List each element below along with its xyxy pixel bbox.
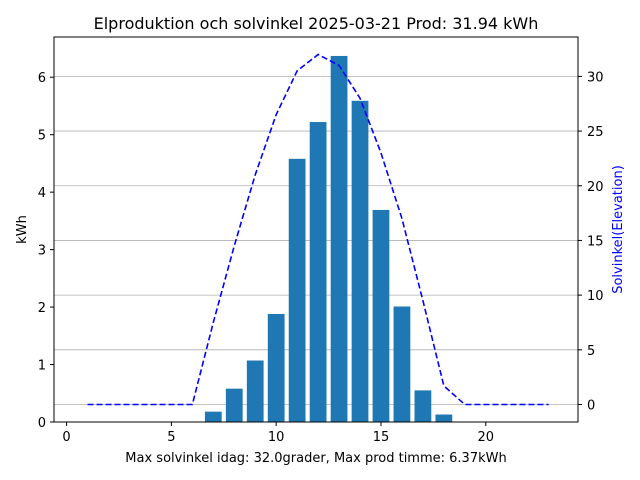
y-tick-label: 6 — [38, 71, 46, 86]
plot-frame — [53, 36, 579, 423]
elevation-line — [87, 53, 549, 406]
bar — [246, 360, 264, 422]
x-axis: 0 5 10 15 20 — [62, 422, 494, 445]
y2-tick-label: 30 — [587, 70, 604, 85]
x-tick-label: 15 — [373, 430, 390, 445]
y2-tick-label: 0 — [587, 399, 595, 414]
bar — [414, 390, 432, 422]
y2-tick-label: 20 — [587, 180, 604, 195]
line-series — [87, 53, 549, 406]
x-tick-label: 0 — [62, 430, 70, 445]
y-axis-right: 0 5 10 15 20 25 30 — [578, 70, 604, 414]
y2-tick-label: 25 — [587, 125, 604, 140]
bar — [288, 158, 306, 422]
y2-tick-label: 5 — [587, 344, 595, 359]
y-tick-label: 4 — [38, 186, 46, 201]
y-axis-left: 0 1 2 3 4 5 6 — [38, 71, 54, 431]
bar — [204, 411, 222, 422]
y-tick-label: 0 — [38, 416, 46, 431]
y2-axis-label: Solvinkel(Elevation) — [611, 165, 626, 294]
y2-tick-label: 10 — [587, 289, 604, 304]
x-tick-label: 5 — [167, 430, 175, 445]
y-tick-label: 3 — [38, 244, 46, 259]
bar-series — [204, 55, 453, 423]
y-tick-label: 5 — [38, 129, 46, 144]
x-tick-label: 10 — [268, 430, 285, 445]
bar — [330, 55, 348, 423]
chart-title: Elproduktion och solvinkel 2025-03-21 Pr… — [94, 14, 539, 33]
bar — [435, 414, 453, 422]
x-axis-label: Max solvinkel idag: 32.0grader, Max prod… — [125, 451, 506, 466]
bar — [225, 388, 243, 422]
bar — [309, 122, 327, 423]
y-axis-label: kWh — [15, 215, 30, 244]
y2-tick-label: 15 — [587, 234, 604, 249]
x-tick-label: 20 — [478, 430, 495, 445]
bar — [393, 306, 411, 422]
y-tick-label: 2 — [38, 301, 46, 316]
y-tick-label: 1 — [38, 359, 46, 374]
bar — [351, 100, 369, 423]
bar — [267, 313, 285, 422]
bar — [372, 209, 390, 422]
